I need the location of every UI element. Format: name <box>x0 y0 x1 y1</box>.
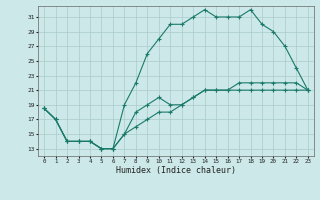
X-axis label: Humidex (Indice chaleur): Humidex (Indice chaleur) <box>116 166 236 175</box>
